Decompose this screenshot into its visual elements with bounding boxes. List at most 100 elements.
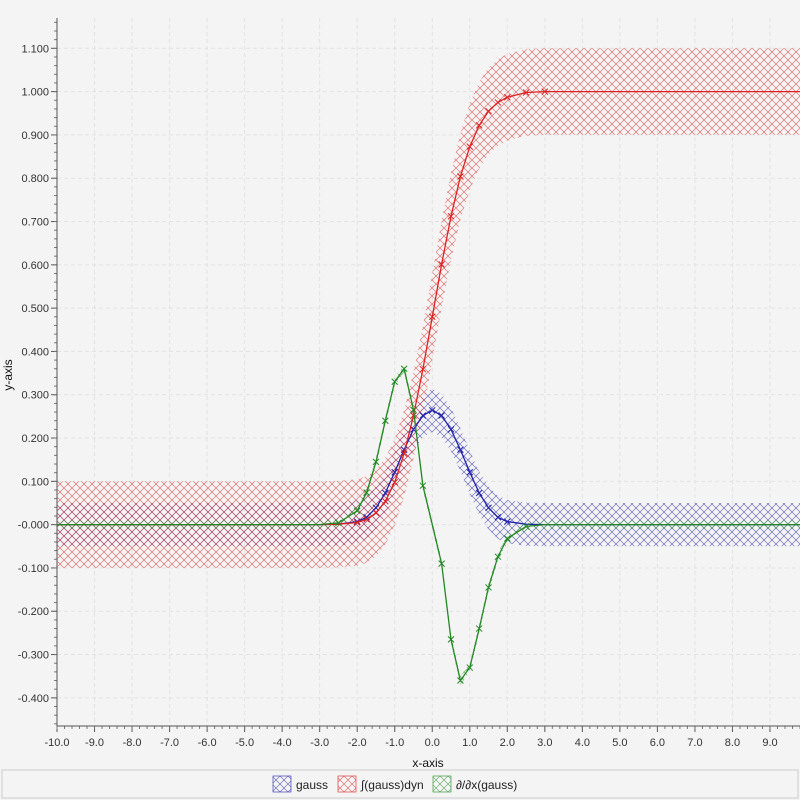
data-point-derivative [391, 378, 399, 386]
data-point-integral [541, 88, 549, 95]
data-point-derivative [447, 636, 455, 643]
data-point-gauss [428, 406, 436, 414]
data-point-derivative [475, 625, 483, 632]
legend-swatch-gauss [272, 775, 292, 793]
legend-label-gauss: gauss [296, 778, 328, 792]
data-point-derivative [419, 482, 427, 490]
legend-item-gauss[interactable]: gauss [272, 775, 328, 793]
data-point-derivative [400, 365, 408, 373]
y-tick-label: 0.700 [21, 217, 49, 229]
x-tick-label: -8.0 [123, 737, 142, 749]
legend-item-integral[interactable]: ∫(gauss)dyn [337, 775, 424, 793]
data-point-integral [410, 412, 417, 419]
data-point-derivative [335, 519, 342, 527]
y-tick-label: 0.600 [21, 260, 49, 272]
data-point-gauss [503, 518, 511, 525]
data-point-integral [438, 261, 445, 268]
data-point-integral [353, 519, 361, 526]
x-tick-label: -2.0 [348, 737, 367, 749]
data-point-derivative [438, 560, 445, 567]
data-point-integral [522, 89, 530, 96]
error-bands [57, 48, 800, 685]
y-tick-label: -0.100 [18, 563, 49, 575]
legend-label-derivative: ∂/∂x(gauss) [456, 778, 517, 792]
x-tick-label: 9.0 [762, 737, 777, 749]
data-point-derivative [372, 458, 380, 466]
data-point-gauss [457, 446, 464, 454]
y-tick-label: 0.200 [21, 433, 49, 445]
x-tick-label: -10.0 [44, 737, 69, 749]
data-point-gauss [447, 426, 455, 433]
data-point-derivative [485, 584, 492, 591]
data-point-derivative [522, 523, 530, 530]
data-point-gauss [494, 513, 502, 521]
data-point-derivative [381, 417, 389, 425]
legend-box [1, 769, 799, 799]
data-point-derivative [466, 664, 474, 671]
data-point-integral [447, 212, 455, 220]
data-point-integral [457, 173, 464, 180]
data-point-gauss [381, 489, 389, 497]
x-tick-label: 8.0 [725, 737, 740, 749]
y-tick-label: -0.200 [18, 606, 49, 618]
y-tick-label: -0.400 [18, 693, 49, 705]
data-point-gauss [438, 412, 445, 419]
data-point-integral [485, 107, 492, 115]
data-point-derivative [503, 535, 511, 542]
y-tick-label: 0.800 [21, 173, 49, 185]
data-point-integral [400, 450, 408, 457]
y-tick-label: 1.100 [21, 43, 49, 55]
data-point-derivative [363, 489, 370, 496]
y-tick-label: 0.300 [21, 390, 49, 402]
data-point-integral [503, 93, 511, 101]
data-point-derivative [457, 677, 464, 684]
data-point-integral [363, 516, 370, 523]
data-point-integral [494, 99, 502, 106]
x-tick-label: 1.0 [462, 737, 477, 749]
legend-swatch-integral [337, 775, 357, 793]
x-tick-label: -4.0 [273, 737, 292, 749]
x-tick-label: -7.0 [160, 737, 179, 749]
data-point-integral [419, 365, 427, 373]
data-point-derivative [410, 406, 417, 414]
data-point-integral [372, 509, 380, 517]
data-point-derivative [494, 553, 502, 561]
y-tick-label: 0.500 [21, 303, 49, 315]
x-tick-label: 7.0 [687, 737, 702, 749]
x-tick-label: 2.0 [500, 737, 515, 749]
x-tick-label: -9.0 [85, 737, 104, 749]
y-axis-title: y-axis [1, 359, 15, 390]
y-tick-label: 1.000 [21, 87, 49, 99]
data-point-gauss [419, 412, 427, 419]
error-band-integral [57, 48, 800, 568]
legend: gauss ∫(gauss)dyn ∂/∂x(gauss) [1, 769, 799, 799]
axes: -10.0 -9.0 -8.0 -7.0 -6.0 -5.0 -4.0 -3.0 -2.0 -1.… [18, 18, 800, 749]
legend-label-integral: ∫(gauss)dyn [360, 778, 424, 792]
data-point-gauss [363, 513, 370, 521]
data-point-integral [381, 497, 389, 505]
y-tick-label: 0.900 [21, 130, 49, 142]
y-tick-label: -0.000 [18, 520, 49, 532]
x-tick-label: -1.0 [385, 737, 404, 749]
data-point-gauss [466, 468, 474, 476]
x-tick-label: 4.0 [575, 737, 590, 749]
data-point-gauss [485, 504, 492, 512]
x-tick-label: -3.0 [310, 737, 329, 749]
series-lines [57, 88, 800, 684]
x-tick-label: 5.0 [612, 737, 627, 749]
legend-item-derivative[interactable]: ∂/∂x(gauss) [432, 775, 517, 793]
x-tick-label: 6.0 [650, 737, 665, 749]
x-tick-label: 0.0 [425, 737, 440, 749]
data-point-integral [475, 122, 483, 129]
data-point-integral [466, 143, 474, 150]
data-point-gauss [353, 518, 361, 525]
legend-swatch-derivative [432, 775, 452, 793]
y-tick-label: -0.300 [18, 650, 49, 662]
x-tick-label: -6.0 [198, 737, 217, 749]
data-point-integral [428, 313, 436, 321]
x-tick-label: -5.0 [235, 737, 254, 749]
x-axis-title: x-axis [412, 756, 443, 770]
data-point-derivative [353, 507, 361, 515]
x-tick-label: 3.0 [537, 737, 552, 749]
